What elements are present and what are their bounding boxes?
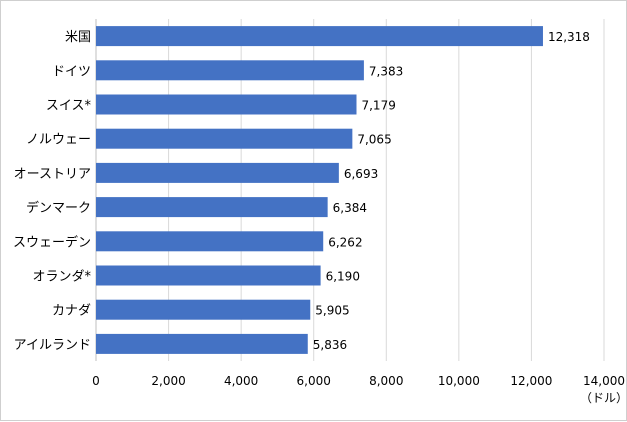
bar bbox=[96, 299, 311, 320]
x-tick-label: 0 bbox=[92, 374, 100, 388]
bar bbox=[96, 197, 328, 218]
bars bbox=[96, 26, 543, 354]
value-label: 5,905 bbox=[315, 304, 349, 318]
bar bbox=[96, 265, 321, 286]
value-labels: 12,318 7,383 7,179 7,065 6,693 6,384 6,262 6,19… bbox=[313, 30, 590, 352]
bar bbox=[96, 333, 308, 354]
value-label: 6,190 bbox=[326, 270, 360, 284]
category-label: オランダ* bbox=[32, 270, 91, 285]
value-label: 12,318 bbox=[548, 30, 590, 44]
category-label: オーストリア bbox=[14, 167, 91, 182]
x-axis-tick-labels: 0 2,000 4,000 6,000 8,000 10,000 12,000 14,000 bbox=[92, 374, 625, 388]
x-tick-label: 8,000 bbox=[369, 374, 403, 388]
bar bbox=[96, 26, 543, 47]
bar bbox=[96, 162, 339, 183]
x-tick-label: 4,000 bbox=[224, 374, 258, 388]
x-tick-label: 12,000 bbox=[510, 374, 552, 388]
value-label: 6,262 bbox=[328, 235, 362, 249]
bar bbox=[96, 231, 324, 252]
value-label: 7,065 bbox=[357, 133, 391, 147]
x-tick-label: 2,000 bbox=[151, 374, 185, 388]
bar bbox=[96, 94, 357, 115]
category-label: スウェーデン bbox=[13, 234, 91, 250]
category-label: 米国 bbox=[65, 30, 91, 45]
value-label: 6,693 bbox=[344, 167, 378, 181]
x-tick-label: 14,000 bbox=[583, 374, 625, 388]
bar bbox=[96, 60, 364, 81]
x-tick-label: 10,000 bbox=[438, 374, 480, 388]
category-label: ドイツ bbox=[52, 64, 91, 79]
category-label: カナダ bbox=[52, 304, 91, 319]
category-label: デンマーク bbox=[26, 200, 91, 216]
x-tick-label: 6,000 bbox=[297, 374, 331, 388]
value-label: 7,179 bbox=[361, 99, 395, 113]
category-label: スイス* bbox=[46, 99, 92, 114]
value-label: 5,836 bbox=[313, 338, 347, 352]
category-label: ノルウェー bbox=[26, 133, 91, 148]
value-label: 6,384 bbox=[333, 201, 367, 215]
x-axis-unit-label: （ドル） bbox=[580, 391, 627, 405]
bar bbox=[96, 128, 353, 149]
value-label: 7,383 bbox=[369, 64, 403, 78]
category-label: アイルランド bbox=[14, 338, 91, 353]
